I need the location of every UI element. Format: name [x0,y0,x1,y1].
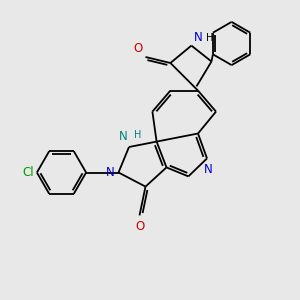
Text: N: N [119,130,128,143]
Text: N: N [106,166,114,179]
Text: H: H [134,130,141,140]
Text: H: H [206,33,214,43]
Text: Cl: Cl [22,166,34,179]
Text: O: O [135,220,144,233]
Text: N: N [204,163,213,176]
Text: N: N [194,31,203,44]
Text: O: O [134,42,143,55]
